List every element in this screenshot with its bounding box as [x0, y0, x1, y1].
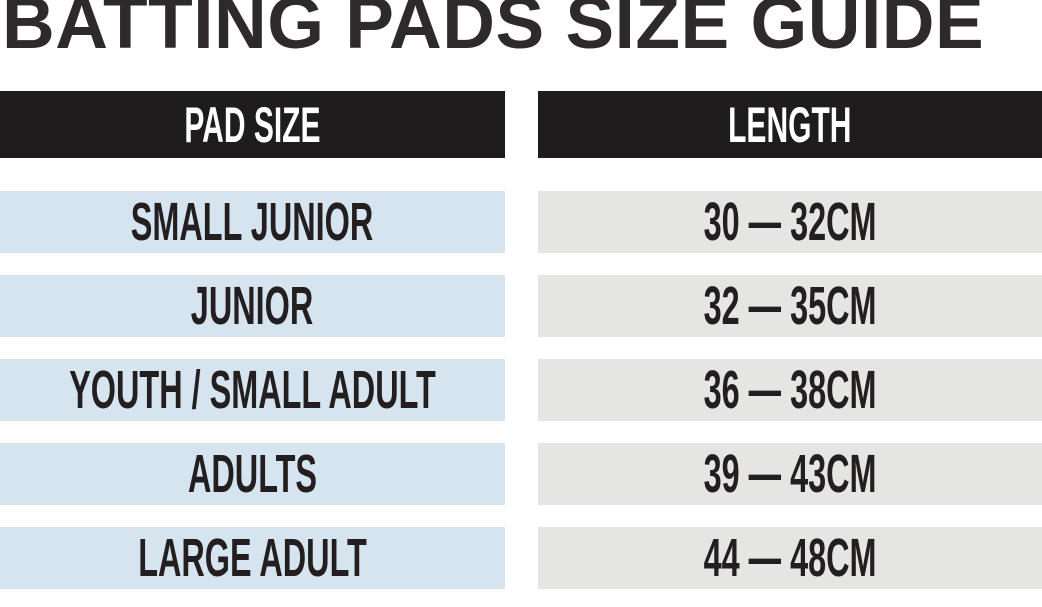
column-header-pad-size-label: PAD SIZE — [184, 96, 321, 153]
length-cell: 36 — 38CM — [537, 359, 1042, 421]
table-row-junior: JUNIOR 32 — 35CM — [0, 275, 1042, 337]
length-cell: 39 — 43CM — [537, 443, 1042, 505]
length-value: 36 — 38CM — [703, 360, 877, 420]
table-header-row: PAD SIZE LENGTH — [0, 91, 1042, 158]
pad-size-cell: SMALL JUNIOR — [0, 191, 505, 253]
pad-size-value: JUNIOR — [191, 276, 314, 336]
pad-size-cell: YOUTH / SMALL ADULT — [0, 359, 505, 421]
length-value: 39 — 43CM — [703, 444, 877, 504]
length-value: 44 — 48CM — [703, 528, 877, 588]
column-header-length: LENGTH — [537, 91, 1042, 158]
table-row-youth-small-adult: YOUTH / SMALL ADULT 36 — 38CM — [0, 359, 1042, 421]
column-header-pad-size: PAD SIZE — [0, 91, 505, 158]
pad-size-value: YOUTH / SMALL ADULT — [68, 360, 436, 420]
table-row-adults: ADULTS 39 — 43CM — [0, 443, 1042, 505]
table-row-small-junior: SMALL JUNIOR 30 — 32CM — [0, 191, 1042, 253]
pad-size-value: SMALL JUNIOR — [131, 192, 374, 252]
length-cell: 44 — 48CM — [537, 527, 1042, 589]
length-cell: 30 — 32CM — [537, 191, 1042, 253]
table-row-large-adult: LARGE ADULT 44 — 48CM — [0, 527, 1042, 589]
pad-size-cell: ADULTS — [0, 443, 505, 505]
page-title: BATTING PADS SIZE GUIDE — [2, 0, 985, 64]
column-header-length-label: LENGTH — [728, 96, 852, 153]
length-value: 32 — 35CM — [703, 276, 877, 336]
length-cell: 32 — 35CM — [537, 275, 1042, 337]
pad-size-value: ADULTS — [187, 444, 317, 504]
pad-size-cell: LARGE ADULT — [0, 527, 505, 589]
pad-size-cell: JUNIOR — [0, 275, 505, 337]
pad-size-value: LARGE ADULT — [137, 528, 367, 588]
size-guide-table: PAD SIZE LENGTH SMALL JUNIOR 30 — 32CM J… — [0, 91, 1042, 589]
length-value: 30 — 32CM — [703, 192, 877, 252]
